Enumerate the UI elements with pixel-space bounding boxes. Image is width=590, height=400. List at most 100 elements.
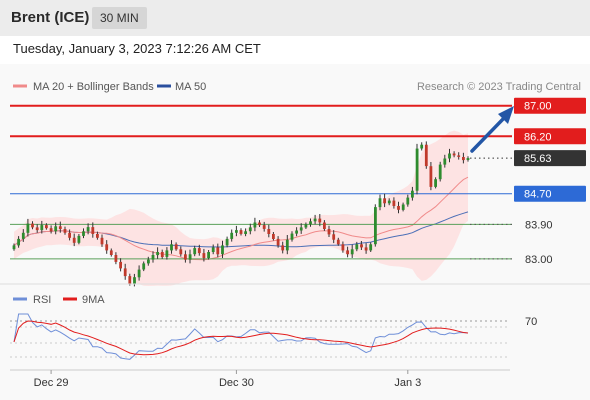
candle (350, 244, 354, 258)
candle (434, 177, 437, 189)
rsi-level-label: 70 (525, 316, 537, 328)
candle (452, 151, 456, 158)
bollinger-fill (14, 130, 468, 286)
forecast-arrow (470, 106, 514, 153)
candle (378, 194, 382, 211)
candle (411, 186, 414, 201)
candle (406, 194, 410, 207)
level-label-target: 87.00 (524, 101, 552, 113)
candle (313, 214, 317, 225)
candle (96, 231, 99, 240)
candle (174, 242, 178, 251)
candle (332, 230, 336, 244)
candle (26, 218, 30, 237)
ma50-legend-label: MA 50 (175, 81, 206, 93)
candle (309, 218, 312, 227)
timeframe-badge[interactable]: 30 MIN (92, 7, 147, 29)
candle (383, 193, 386, 208)
moving-averages (13, 176, 469, 261)
candle (21, 229, 25, 242)
candle (262, 221, 266, 232)
candle (235, 225, 238, 237)
candle (86, 223, 90, 235)
ma20-legend-label: MA 20 + Bollinger Bands (33, 81, 154, 93)
candle (438, 161, 442, 182)
candle (82, 228, 85, 239)
candle (165, 247, 169, 260)
candle (156, 247, 159, 259)
rsi-line (13, 313, 469, 360)
candle (397, 201, 400, 214)
level-label-resistance: 86.20 (524, 131, 552, 143)
candle (193, 245, 197, 257)
candle (49, 225, 53, 234)
candle (267, 224, 271, 238)
candle (281, 241, 285, 254)
level-badge-last (514, 150, 586, 167)
x-tick-label: Jan 3 (394, 377, 421, 389)
candle (466, 156, 470, 162)
candle (184, 250, 187, 263)
candle (72, 233, 76, 247)
candle (360, 241, 363, 250)
candle (91, 222, 95, 238)
rsi-legend-label: RSI (33, 294, 51, 306)
copyright-note: Research © 2023 Trading Central (417, 81, 581, 93)
candle (304, 222, 308, 229)
candle (54, 222, 58, 235)
candle (336, 237, 340, 246)
candle (188, 249, 192, 264)
candle (443, 154, 447, 168)
candle (429, 162, 433, 191)
candle (244, 228, 247, 237)
level-badge-pivot (514, 185, 586, 202)
candle (248, 223, 252, 235)
candle (207, 250, 210, 260)
level-badge-target (514, 97, 586, 114)
candle (448, 148, 451, 163)
candle (119, 258, 122, 272)
candle (457, 152, 461, 160)
candle (374, 204, 377, 247)
candle (462, 152, 465, 164)
app-header: Brent (ICE) 30 MIN (0, 0, 590, 36)
candle (225, 236, 229, 248)
level-label-support: 83.90 (525, 219, 553, 231)
chart-datetime: Tuesday, January 3, 2023 7:12:26 AM CET (13, 41, 261, 56)
candle (415, 143, 419, 195)
candle (109, 248, 113, 257)
candle (318, 214, 322, 227)
candle (100, 234, 104, 247)
candle (355, 241, 359, 252)
candle (392, 197, 396, 209)
candle (151, 251, 155, 263)
candle (147, 256, 150, 266)
candle (364, 243, 368, 254)
candle (239, 228, 243, 236)
rsi-ma-line (13, 320, 469, 356)
candle (295, 227, 298, 237)
candle (58, 221, 62, 233)
x-tick-label: Dec 30 (219, 377, 254, 389)
candle (216, 243, 220, 258)
candle (424, 141, 428, 169)
candle (369, 242, 373, 252)
candle (253, 217, 257, 232)
candle (12, 243, 16, 251)
candle (40, 220, 44, 234)
candle (31, 221, 34, 230)
candlesticks (12, 141, 470, 287)
x-tick-label: Dec 29 (34, 377, 69, 389)
level-label-support: 83.00 (525, 254, 553, 266)
candle (202, 248, 206, 262)
level-label-last: 85.63 (524, 153, 552, 165)
candle (230, 229, 234, 242)
candle (17, 236, 20, 248)
x-axis-ticks: Dec 29 Dec 30 Jan 3 (34, 370, 421, 389)
candle (137, 265, 141, 281)
candle (35, 224, 39, 233)
candle (160, 249, 164, 259)
candle (105, 240, 109, 254)
candle (45, 223, 48, 230)
